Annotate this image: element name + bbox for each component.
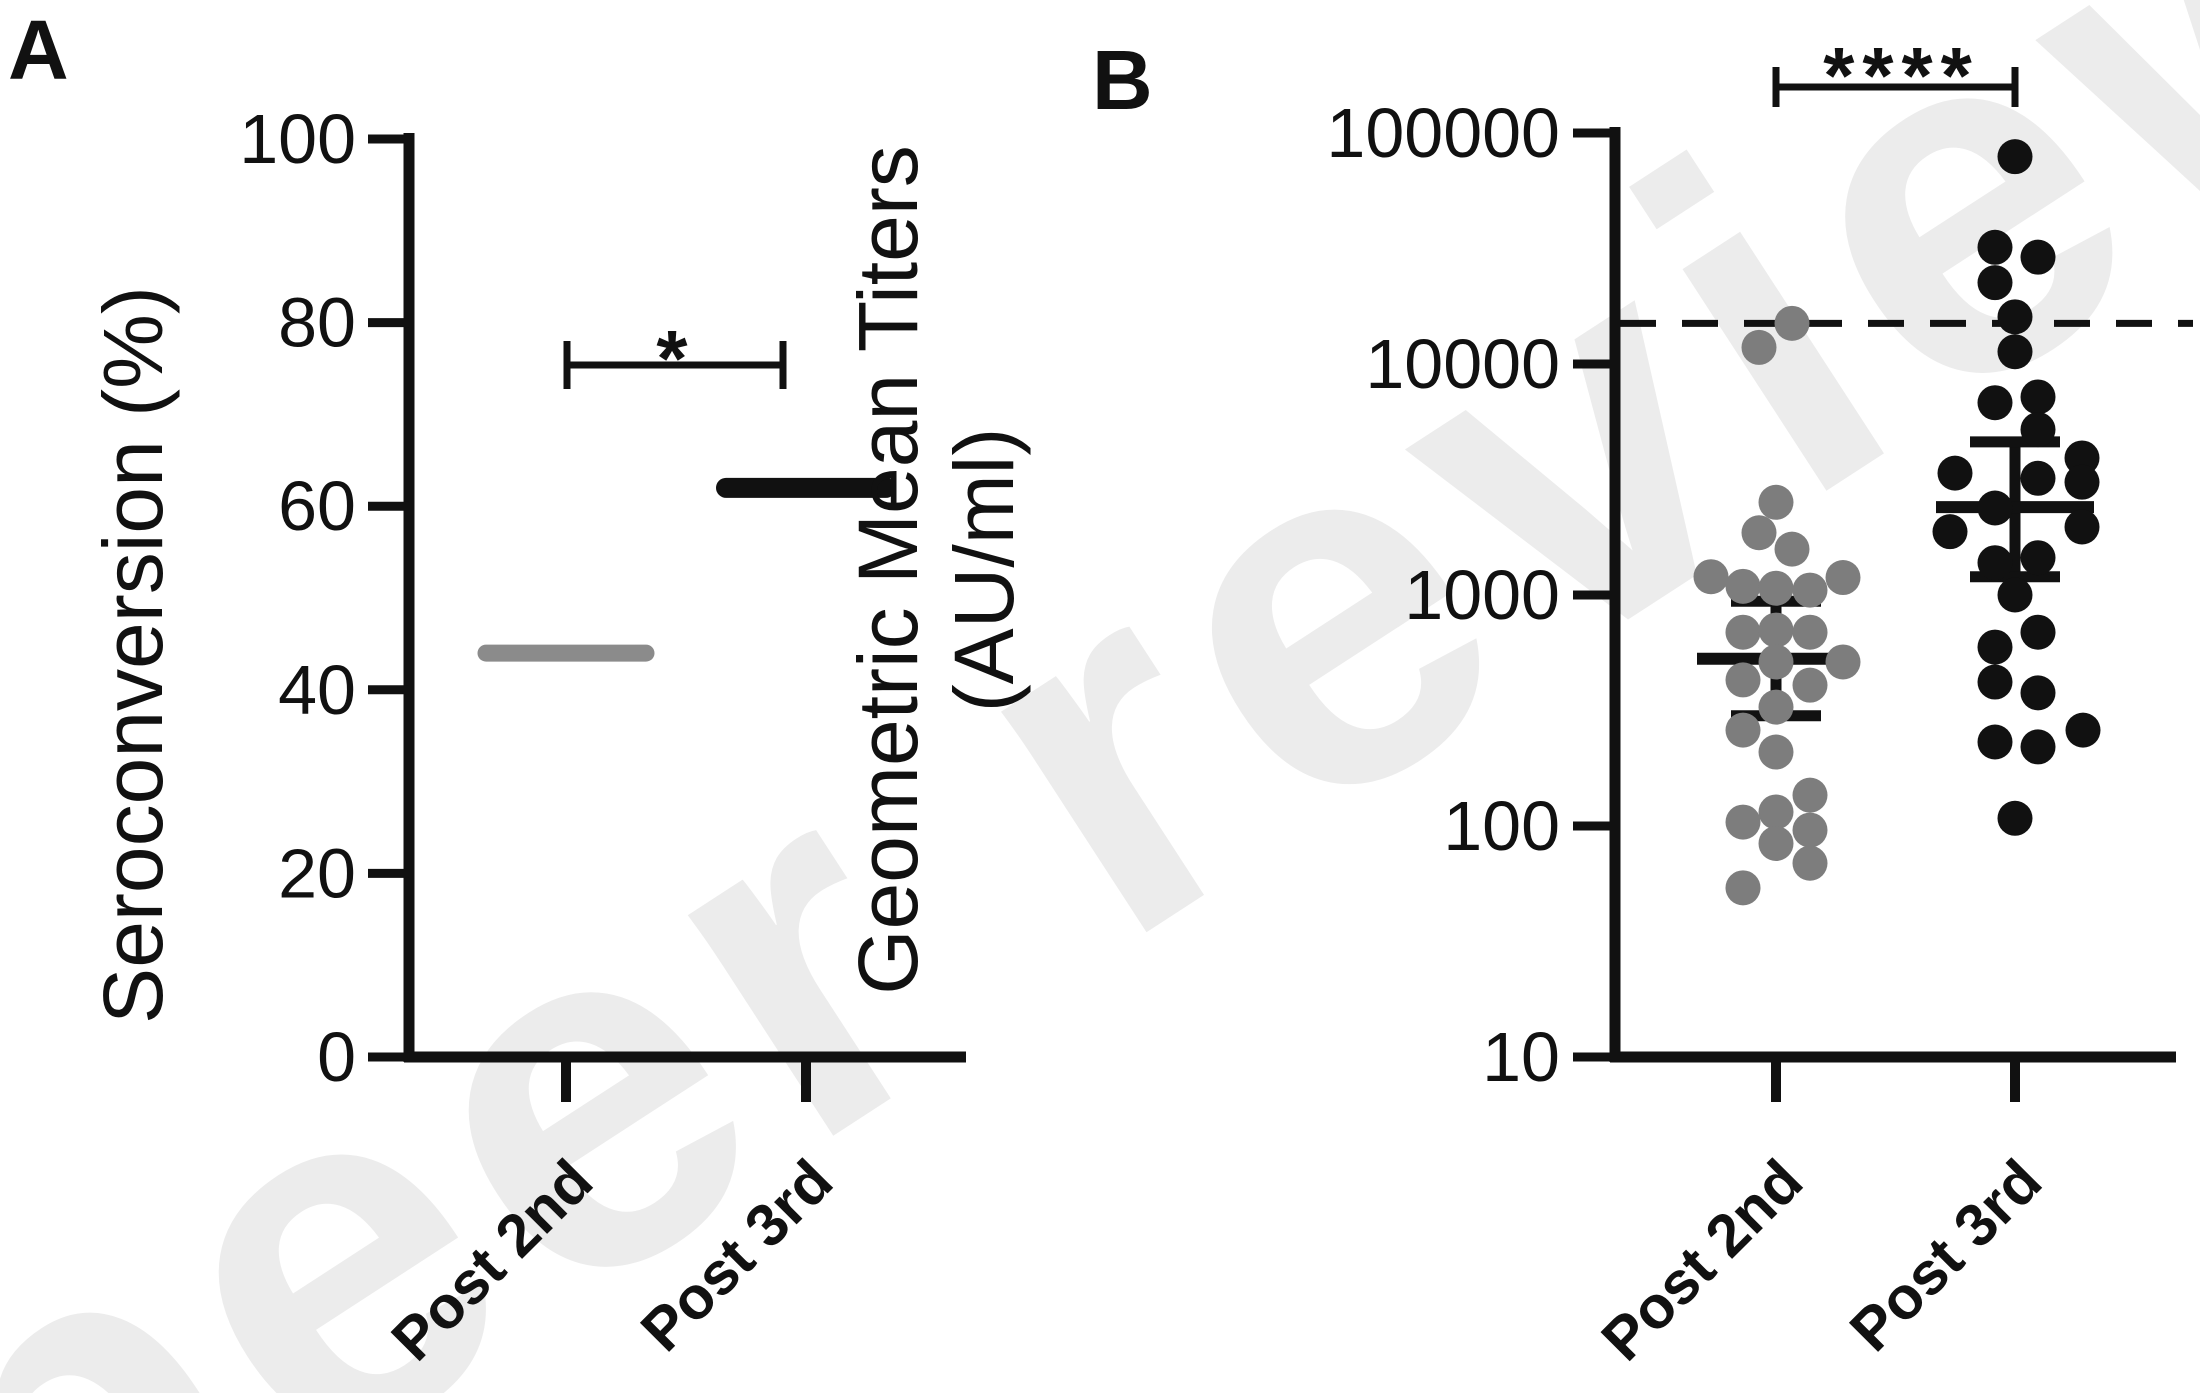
panel-b-post-2nd-data-point — [1792, 614, 1828, 650]
panel-b-post-3rd-data-point — [2020, 460, 2056, 496]
panel-b-x-tick-label-post-2nd: Post 2nd — [1589, 1147, 1816, 1374]
panel-b-post-3rd-data-point — [1937, 455, 1973, 491]
panel-b-post-2nd-data-point — [1774, 305, 1810, 341]
panel-b-post-2nd-data-point — [1725, 712, 1761, 748]
panel-b-post-3rd-data-point — [2064, 509, 2100, 545]
panel-b-post-3rd-data-point — [1977, 629, 2013, 665]
panel-b-post-2nd-data-point — [1792, 812, 1828, 848]
panel-b-post-3rd-data-point — [1977, 490, 2013, 526]
panel-b-post-3rd-data-point — [1977, 265, 2013, 301]
panel-b-post-2nd-data-point — [1741, 329, 1777, 365]
panel-b-post-3rd-data-point — [1977, 385, 2013, 421]
panel-b-post-3rd-data-point — [2020, 412, 2056, 448]
panel-b-post-3rd-data-point — [2020, 675, 2056, 711]
panel-b-significance-label: **** — [1823, 31, 1980, 120]
panel-b-post-3rd-data-point — [1932, 514, 1968, 550]
panel-b-y-tick-label: 10000 — [1365, 325, 1560, 403]
panel-b-post-3rd-data-point — [1997, 577, 2033, 613]
panel-b-post-3rd-data-point — [2020, 729, 2056, 765]
panel-b-post-2nd-data-point — [1758, 644, 1794, 680]
panel-a-x-tick-label-post-3rd: Post 3rd — [628, 1147, 845, 1364]
panel-b-label: B — [1092, 33, 1153, 127]
panel-a-y-tick-label: 20 — [278, 834, 356, 912]
panel-a-y-tick-label: 100 — [239, 100, 356, 178]
panel-b-post-3rd-data-point — [1997, 139, 2033, 175]
panel-b-post-2nd-data-point — [1825, 560, 1861, 596]
panel-b-post-3rd-data-point — [1977, 229, 2013, 265]
panel-a-label: A — [8, 3, 69, 97]
panel-a-y-tick-label: 0 — [317, 1018, 356, 1096]
panel-b-post-2nd-data-point — [1758, 825, 1794, 861]
panel-b-post-2nd-data-point — [1758, 689, 1794, 725]
panel-b-post-3rd-data-point — [2020, 540, 2056, 576]
panel-b-post-2nd-data-point — [1725, 804, 1761, 840]
panel-b-post-2nd-data-point — [1725, 568, 1761, 604]
panel-a-significance-label: * — [656, 314, 688, 403]
panel-b-post-3rd-data-point — [1977, 724, 2013, 760]
panel-b-post-3rd-data-point — [2020, 239, 2056, 275]
panel-b-post-2nd-data-point — [1725, 870, 1761, 906]
panel-b-post-2nd-data-point — [1825, 644, 1861, 680]
panel-b-post-2nd-data-point — [1758, 794, 1794, 830]
panel-b-post-3rd-data-point — [2020, 614, 2056, 650]
panel-b-post-2nd-data-point — [1792, 572, 1828, 608]
panel-a-x-tick-label-post-2nd: Post 2nd — [379, 1147, 606, 1374]
panel-a-y-tick-label: 80 — [278, 284, 356, 362]
panel-b-post-2nd-data-point — [1725, 614, 1761, 650]
panel-b-post-2nd-data-point — [1758, 612, 1794, 648]
panel-b-post-2nd-data-point — [1725, 662, 1761, 698]
panel-b-post-3rd-data-point — [2065, 712, 2101, 748]
panel-b-post-2nd-data-point — [1693, 559, 1729, 595]
panel-b-post-3rd-data-point — [1977, 664, 2013, 700]
panel-b-post-2nd-data-point — [1758, 484, 1794, 520]
panel-b-x-tick-label-post-3rd: Post 3rd — [1837, 1147, 2054, 1364]
panel-b-post-2nd-data-point — [1758, 570, 1794, 606]
panel-b-y-tick-label: 100000 — [1326, 94, 1560, 172]
panel-b-post-2nd-data-point — [1758, 734, 1794, 770]
panel-b-post-2nd-data-point — [1774, 531, 1810, 567]
panel-b-post-3rd-data-point — [1997, 800, 2033, 836]
panel-b-post-3rd-data-point — [1997, 299, 2033, 335]
panel-b-y-tick-label: 100 — [1443, 787, 1560, 865]
panel-b-post-3rd-data-point — [1977, 545, 2013, 581]
panel-b-y-tick-label: 10 — [1482, 1018, 1560, 1096]
panel-b-post-3rd-data-point — [2020, 379, 2056, 415]
panel-b-post-3rd-data-point — [1997, 334, 2033, 370]
panel-b-post-2nd-data-point — [1792, 845, 1828, 881]
panel-b-post-2nd-data-point — [1792, 667, 1828, 703]
panel-b-post-3rd-data-point — [2064, 464, 2100, 500]
panel-b-post-3rd-data-point — [2064, 440, 2100, 476]
panel-b-y-tick-label: 1000 — [1404, 556, 1560, 634]
panel-a-y-tick-label: 60 — [278, 467, 356, 545]
panel-b-post-2nd-data-point — [1741, 515, 1777, 551]
panel-a-y-tick-label: 40 — [278, 651, 356, 729]
panel-b-post-2nd-data-point — [1792, 777, 1828, 813]
